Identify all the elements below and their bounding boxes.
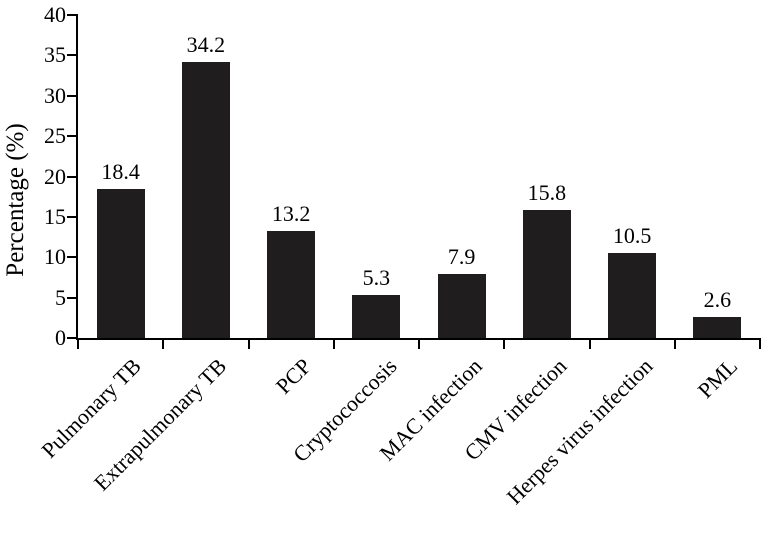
y-tick-label: 0 [55,325,66,350]
bar-value-label: 13.2 [271,201,311,227]
bar [181,61,230,338]
bar [96,189,145,338]
y-tick-label: 10 [44,244,66,270]
y-axis-line [76,14,78,340]
x-tick [503,340,506,349]
y-tick-label: 20 [44,163,66,189]
y-tick-label: 40 [44,2,66,27]
bar [522,210,571,338]
y-tick-label: 5 [55,284,66,310]
y-tick [67,94,76,97]
bar [352,295,401,338]
x-tick [588,340,591,349]
bar [437,274,486,338]
bar-value-label: 18.4 [101,159,140,185]
bar [267,231,316,338]
y-tick-label: 35 [44,42,66,68]
bar-value-label: 10.5 [612,223,652,249]
bar-value-label: 7.9 [447,244,476,270]
y-tick-label: 30 [44,82,66,108]
bar [608,253,657,338]
x-tick-label: PML [692,353,743,403]
x-tick [332,340,335,349]
y-tick [67,135,76,138]
x-tick [77,340,79,349]
x-tick [162,340,165,349]
x-tick [418,340,420,349]
y-tick [67,256,76,259]
y-tick [67,54,76,57]
bar-value-label: 34.2 [186,31,226,57]
y-tick [67,175,76,178]
bar-value-label: 2.6 [703,287,732,312]
y-tick [67,296,76,299]
x-tick-label: Herpes virus infection [501,353,658,510]
x-axis-line [76,338,761,340]
y-tick [67,337,76,339]
x-tick-label: PCP [270,353,317,399]
bar [693,317,742,338]
bar-value-label: 15.8 [527,180,567,206]
y-tick-label: 15 [44,203,66,229]
x-tick [759,340,761,349]
y-tick [67,215,76,218]
x-tick [247,340,250,349]
y-tick-label: 25 [44,123,66,149]
y-tick [67,14,76,16]
bar-value-label: 5.3 [362,265,391,291]
x-tick [673,340,676,349]
